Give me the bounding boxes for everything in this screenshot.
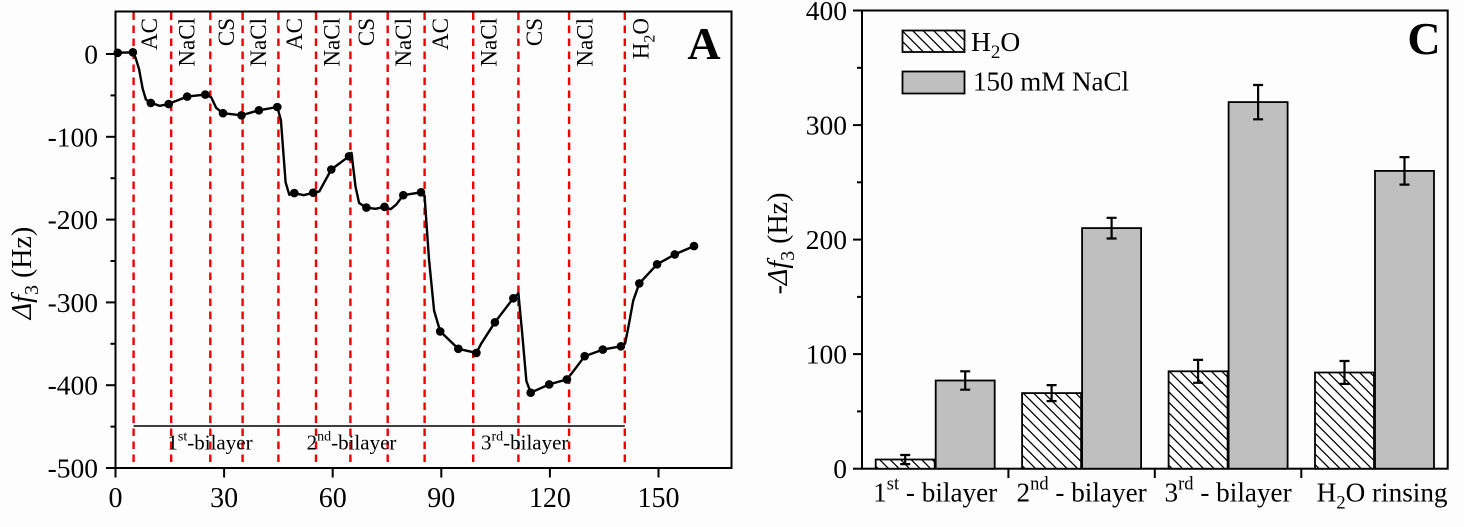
svg-text:-Δf3 (Hz): -Δf3 (Hz)	[763, 193, 799, 295]
svg-text:CS: CS	[354, 18, 379, 46]
svg-text:400: 400	[806, 0, 847, 26]
svg-text:0: 0	[109, 483, 123, 514]
svg-text:A: A	[687, 18, 720, 69]
svg-text:Δf3 (Hz): Δf3 (Hz)	[7, 227, 43, 321]
svg-text:H2O: H2O	[971, 26, 1020, 63]
svg-text:NaCl: NaCl	[175, 18, 200, 67]
svg-text:NaCl: NaCl	[246, 18, 271, 67]
svg-text:90: 90	[427, 483, 455, 514]
svg-text:0: 0	[84, 39, 98, 70]
svg-text:AC: AC	[282, 18, 307, 50]
svg-text:CS: CS	[214, 18, 239, 46]
svg-text:100: 100	[806, 339, 847, 370]
svg-text:1st-bilayer: 1st-bilayer	[167, 430, 252, 455]
svg-text:NaCl: NaCl	[477, 18, 502, 67]
svg-text:AC: AC	[137, 18, 162, 50]
svg-text:200: 200	[806, 224, 847, 255]
svg-text:3rd-bilayer: 3rd-bilayer	[481, 430, 568, 455]
svg-text:-400: -400	[48, 370, 98, 401]
svg-text:C: C	[1407, 13, 1440, 64]
svg-text:NaCl: NaCl	[391, 18, 416, 67]
svg-text:-500: -500	[48, 453, 98, 484]
svg-text:120: 120	[529, 483, 571, 514]
svg-text:-100: -100	[48, 121, 98, 152]
svg-text:150: 150	[638, 483, 680, 514]
svg-text:0: 0	[833, 453, 847, 484]
svg-text:60: 60	[319, 483, 347, 514]
svg-text:300: 300	[806, 110, 847, 141]
svg-text:150 mM NaCl: 150 mM NaCl	[973, 67, 1129, 97]
svg-text:NaCl: NaCl	[573, 18, 598, 67]
svg-text:-200: -200	[48, 204, 98, 235]
svg-text:-300: -300	[48, 287, 98, 318]
svg-text:30: 30	[210, 483, 238, 514]
svg-text:CS: CS	[522, 18, 547, 46]
svg-text:NaCl: NaCl	[320, 18, 345, 67]
svg-text:AC: AC	[428, 18, 453, 50]
